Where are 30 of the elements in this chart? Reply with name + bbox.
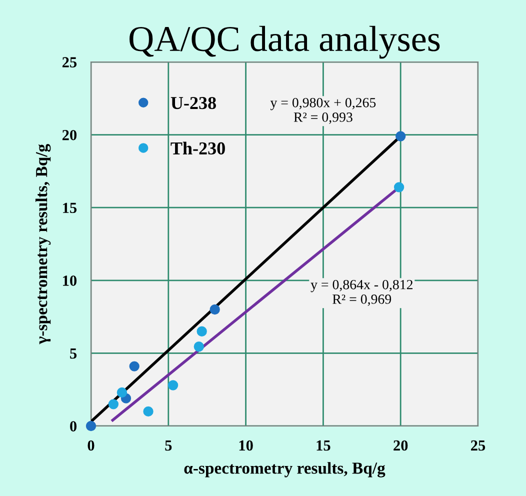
y-tick-label: 20	[62, 130, 77, 140]
y-axis-title: γ-spectrometry results, Bq/g	[35, 144, 51, 344]
y-tick-label: 5	[70, 348, 77, 359]
point	[394, 182, 404, 192]
x-tick-label: 15	[316, 440, 330, 451]
y-tick-label: 25	[62, 57, 77, 68]
y-tick-label: 10	[63, 276, 77, 286]
point	[116, 387, 128, 398]
x-tick-label: 10	[239, 440, 253, 451]
x-tick-label: 0	[88, 440, 94, 451]
y-tick-label: 15	[63, 202, 77, 214]
chart-title: QA/QC data analyses	[130, 26, 440, 59]
point	[86, 420, 96, 432]
y-tick-label: 0	[70, 421, 77, 432]
x-tick-label: 5	[165, 440, 172, 451]
x-axis-title: α-spectrometry results, Bq/g	[184, 462, 386, 478]
point	[210, 304, 220, 315]
point	[196, 326, 207, 336]
annotation: y = 0,864x - 0,812 R² = 0,969	[310, 280, 412, 306]
x-tick-label: 20	[394, 440, 408, 451]
x-tick-label: 25	[471, 440, 486, 451]
point	[143, 406, 154, 417]
legend-label: Th-230	[170, 142, 225, 154]
point	[194, 342, 204, 352]
point	[168, 380, 178, 390]
annotation: y = 0,980x + 0,265 R² = 0,993	[270, 98, 376, 124]
point	[129, 361, 140, 372]
legend-label: U-238	[170, 96, 216, 110]
point	[108, 399, 119, 410]
point	[396, 131, 406, 142]
